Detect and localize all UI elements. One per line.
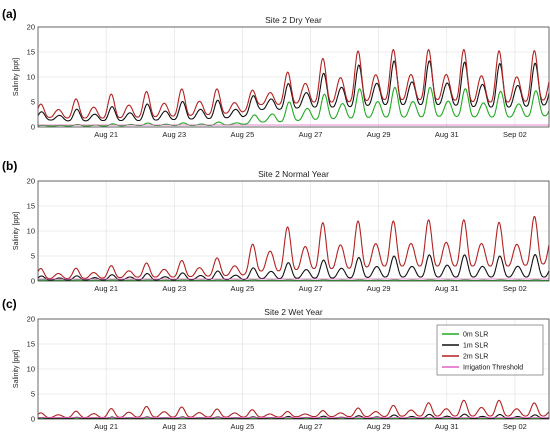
- panel-1: (a) Site 2 Dry Year 0 5 10 15 20 Aug 21 Aug 23 Au…: [2, 7, 550, 139]
- panel-2: (b) Site 2 Normal Year 0 5 10 15 20 Aug 21 Aug 2…: [2, 159, 550, 293]
- x-tick-label: Aug 29: [367, 284, 391, 293]
- series-line-1m-slr: [37, 254, 550, 281]
- y-axis-label: Salinity [ppt]: [13, 350, 20, 388]
- series-line-0m-slr: [38, 279, 549, 282]
- x-tick-label: Aug 25: [231, 284, 255, 293]
- y-tick-label: 0: [31, 277, 35, 286]
- y-tick-label: 10: [27, 365, 35, 374]
- x-tick-label: Aug 23: [162, 422, 186, 431]
- x-tick-label: Aug 29: [367, 130, 391, 139]
- panel-label: (b): [2, 159, 17, 173]
- legend-entry: Irrigation Threshold: [463, 365, 523, 372]
- x-tick-label: Aug 27: [299, 422, 323, 431]
- x-tick-label: Aug 21: [94, 130, 118, 139]
- series-line-1m-slr: [37, 413, 550, 420]
- panel-label: (c): [2, 297, 17, 311]
- x-tick-label: Aug 29: [367, 422, 391, 431]
- x-tick-label: Aug 27: [299, 284, 323, 293]
- panel-title: Site 2 Normal Year: [258, 169, 329, 179]
- x-tick-label: Aug 23: [162, 284, 186, 293]
- x-tick-label: Aug 25: [231, 422, 255, 431]
- y-tick-label: 10: [27, 73, 35, 82]
- panel-label: (a): [2, 7, 17, 21]
- legend-entry: 0m SLR: [463, 332, 488, 339]
- x-tick-label: Aug 31: [435, 130, 459, 139]
- plot-frame: [37, 26, 550, 128]
- y-tick-label: 0: [31, 123, 35, 132]
- x-tick-label: Aug 25: [231, 130, 255, 139]
- plot-frame: [37, 180, 550, 282]
- x-tick-label: Sep 02: [503, 130, 527, 139]
- legend-entry: 1m SLR: [463, 343, 488, 350]
- x-tick-label: Aug 23: [162, 130, 186, 139]
- y-tick-label: 0: [31, 415, 35, 424]
- y-tick-label: 5: [31, 390, 35, 399]
- series-line-0m-slr: [38, 86, 550, 127]
- y-tick-label: 15: [27, 340, 35, 349]
- y-tick-label: 20: [27, 315, 35, 324]
- x-tick-label: Aug 27: [299, 130, 323, 139]
- y-tick-label: 20: [27, 23, 35, 32]
- panel-title: Site 2 Dry Year: [265, 15, 322, 25]
- x-tick-label: Sep 02: [503, 284, 527, 293]
- x-tick-label: Aug 31: [435, 284, 459, 293]
- y-axis-label: Salinity [ppt]: [13, 58, 20, 96]
- panel-title: Site 2 Wet Year: [264, 307, 323, 317]
- y-axis-label: Salinity [ppt]: [13, 212, 20, 250]
- y-tick-label: 15: [27, 48, 35, 57]
- plot-frame: [37, 318, 550, 420]
- x-tick-label: Aug 31: [435, 422, 459, 431]
- series-line-1m-slr: [37, 60, 550, 122]
- x-tick-label: Aug 21: [94, 284, 118, 293]
- legend-entry: 2m SLR: [463, 354, 488, 361]
- y-tick-label: 5: [31, 98, 35, 107]
- y-tick-label: 10: [27, 227, 35, 236]
- series-line-2m-slr: [37, 215, 550, 280]
- x-tick-label: Sep 02: [503, 422, 527, 431]
- y-tick-label: 5: [31, 252, 35, 261]
- series-line-2m-slr: [37, 48, 550, 119]
- legend: 0m SLR 1m SLR 2m SLR Irrigation Threshold: [436, 324, 544, 376]
- series-line-2m-slr: [37, 399, 550, 419]
- x-tick-label: Aug 21: [94, 422, 118, 431]
- panel-3: (c) Site 2 Wet Year 0 5 10 15 20 Aug 21 Aug 23 Au…: [2, 297, 550, 431]
- y-tick-label: 20: [27, 177, 35, 186]
- y-tick-label: 15: [27, 202, 35, 211]
